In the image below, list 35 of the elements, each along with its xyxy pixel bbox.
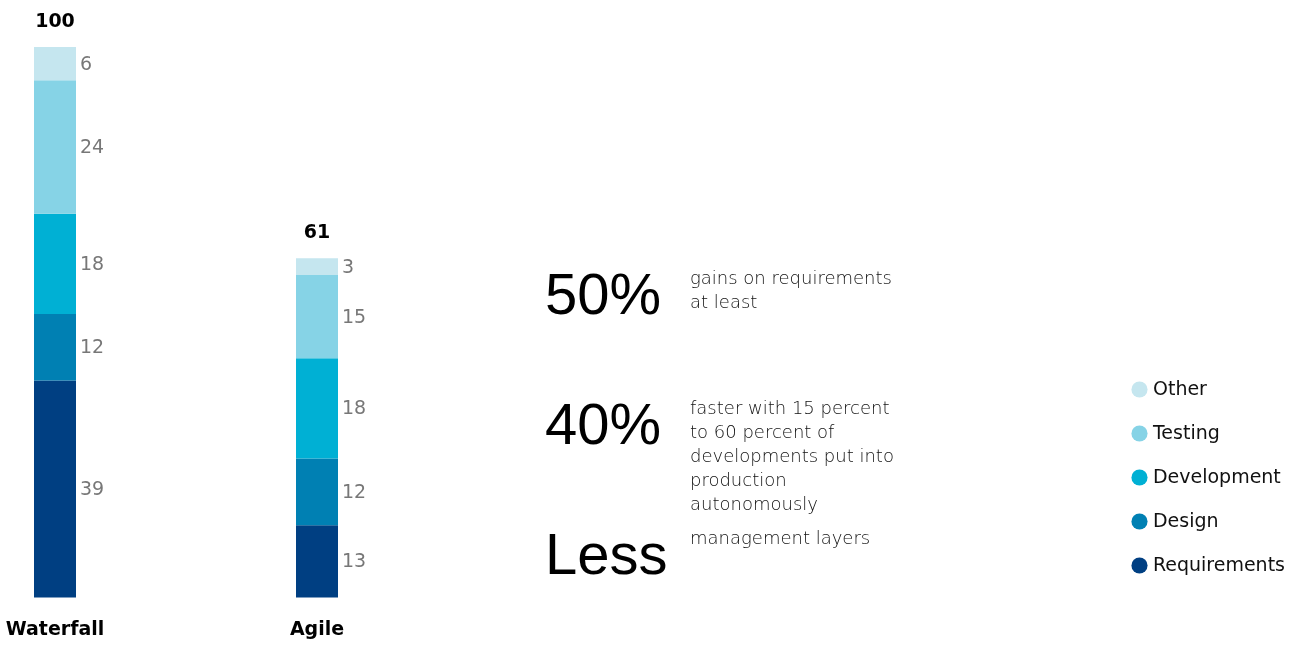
data-label: 24 (80, 135, 105, 158)
legend-label: Requirements (1153, 553, 1285, 576)
bar (296, 258, 338, 275)
text: 50% (545, 261, 663, 326)
bar (34, 80, 76, 214)
legend-label: Development (1153, 465, 1281, 488)
legend-label: Testing (1152, 421, 1220, 444)
x-tick-label: Agile (289, 616, 345, 639)
data-label: 12 (80, 335, 105, 358)
total-label: 100 (35, 9, 75, 31)
data-label: 18 (80, 251, 105, 274)
x-tick-label: Waterfall (5, 616, 105, 639)
data-label: 6 (80, 51, 93, 74)
data-label: 15 (342, 304, 367, 327)
text: 40% (545, 391, 663, 456)
data-label: 18 (342, 396, 367, 419)
data-label: 39 (80, 477, 105, 500)
text: gains on requirements at least (690, 266, 893, 314)
bar (296, 358, 338, 459)
legend-label: Other (1153, 377, 1208, 400)
text: faster with 15 percent to 60 percent of developments put into production autonomously (690, 396, 895, 516)
text: management layers (690, 526, 872, 550)
bar (296, 274, 338, 359)
bar (34, 380, 76, 598)
bar (296, 525, 338, 598)
bar (34, 213, 76, 314)
legend-label: Design (1153, 509, 1219, 532)
total-label: 61 (303, 220, 331, 243)
data-label: 12 (342, 479, 367, 502)
bar (34, 47, 76, 81)
bar (296, 458, 338, 526)
data-label: 3 (342, 254, 355, 277)
text: Less (545, 521, 669, 586)
data-label: 13 (342, 549, 367, 572)
bar (34, 313, 76, 381)
